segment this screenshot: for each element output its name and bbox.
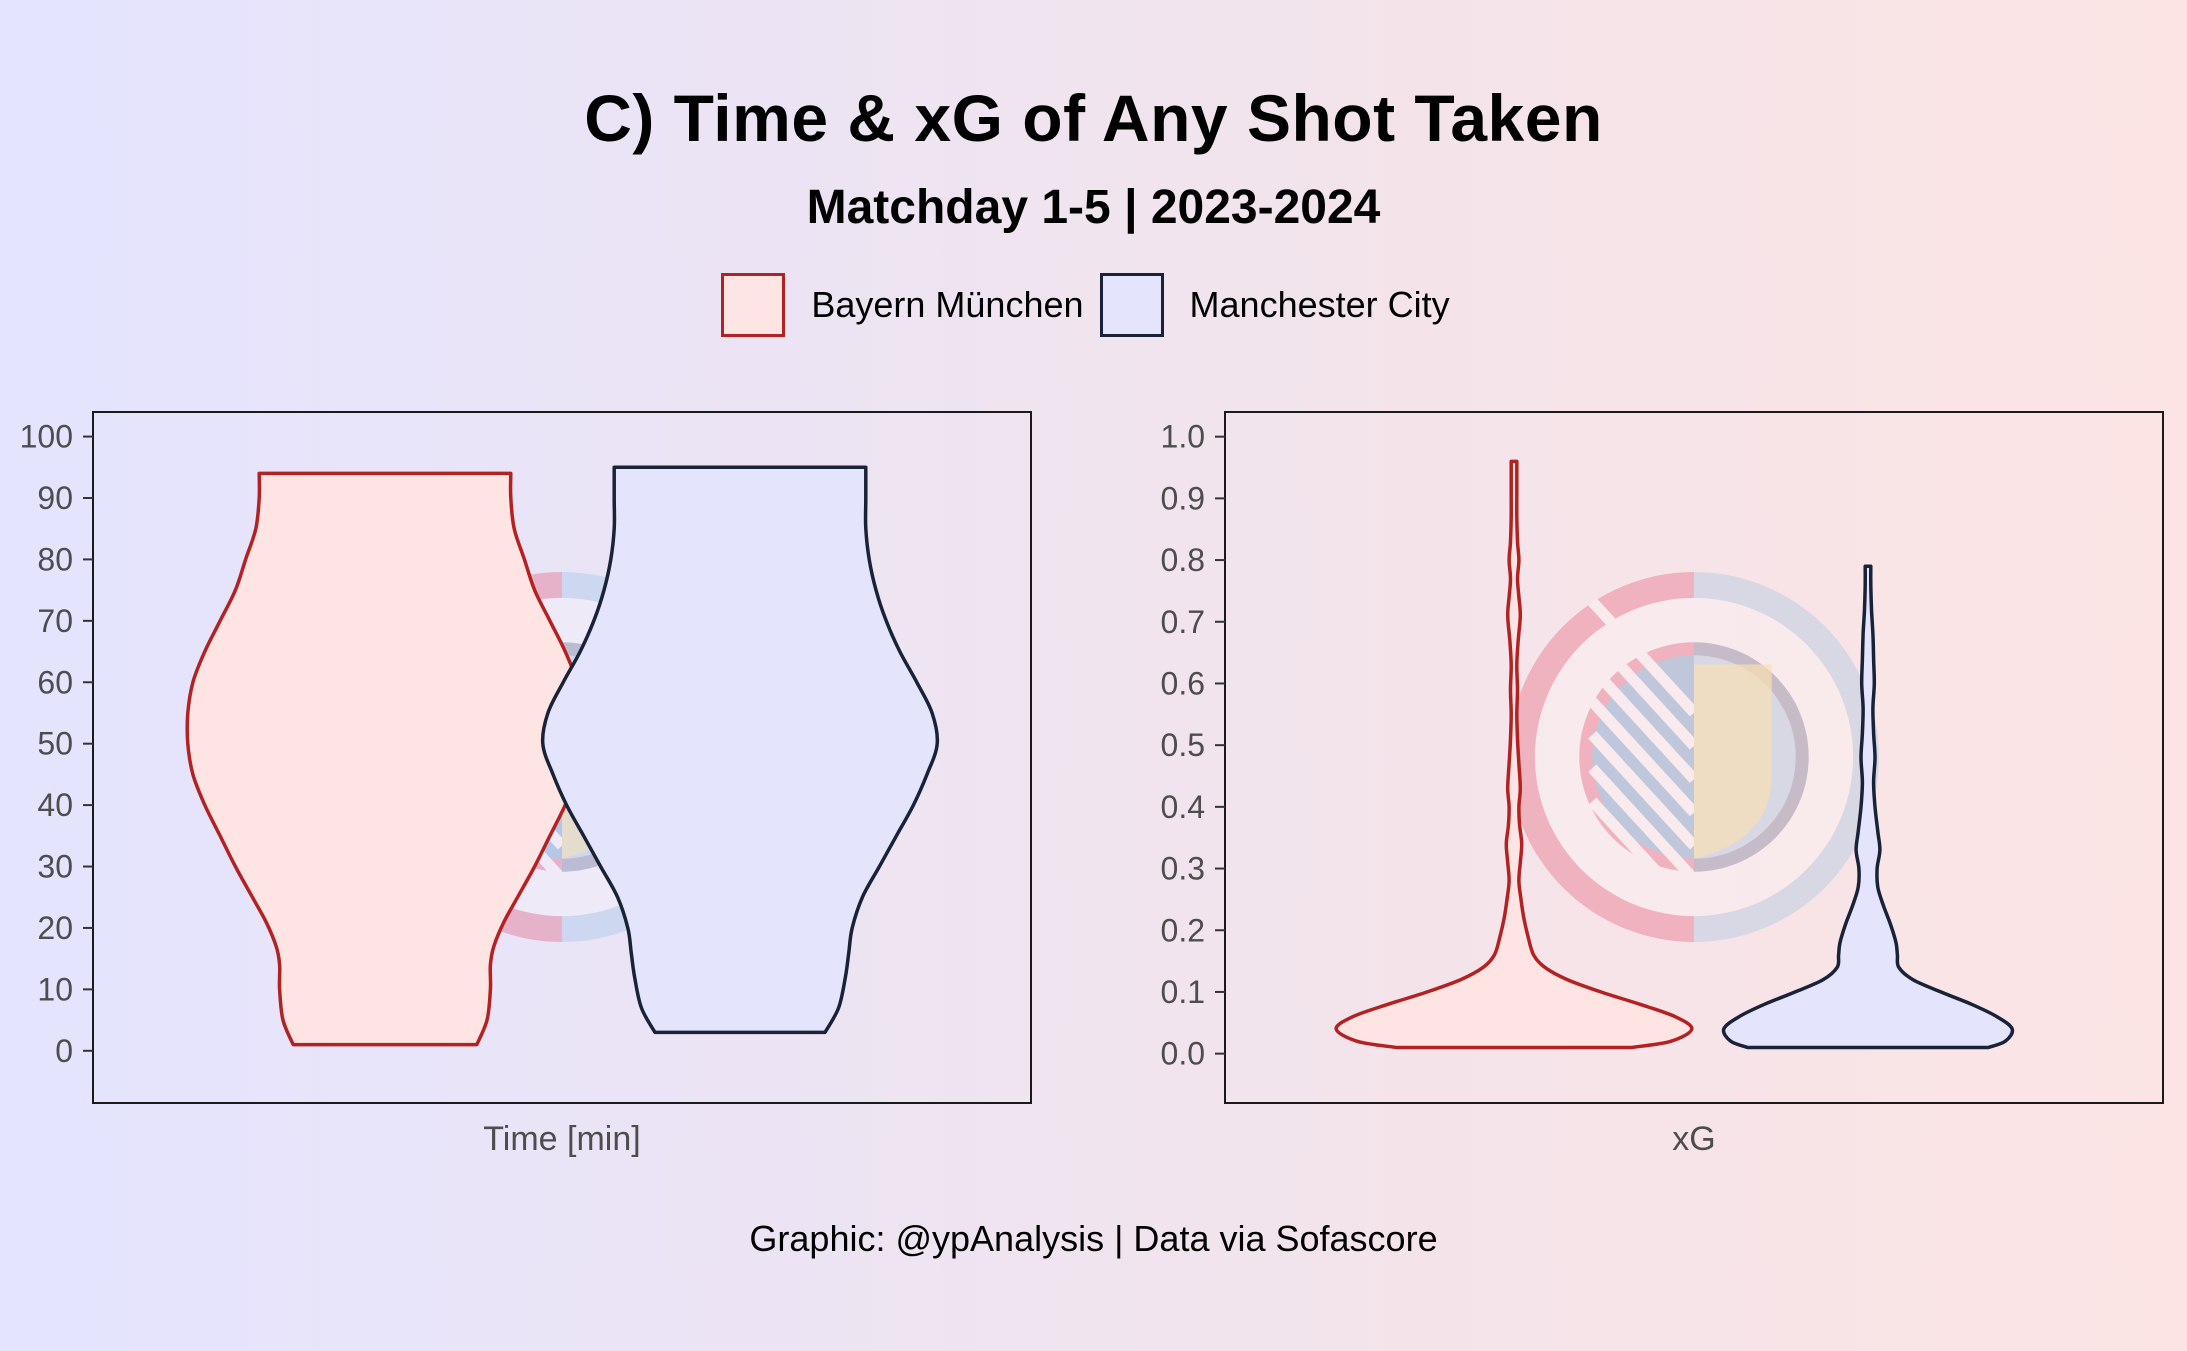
y-tick-label: 0.1 — [1161, 974, 1205, 1010]
y-tick-label: 60 — [37, 664, 73, 700]
y-tick-label: 0 — [55, 1033, 73, 1069]
legend: Bayern München Manchester City — [0, 272, 2187, 338]
panel-xg: 0.0 0.1 0.2 0.3 0.4 0.5 0.6 0.7 0.8 0.9 1.0 xG — [1161, 411, 2164, 1158]
chart-subtitle: Matchday 1-5 | 2023-2024 — [806, 181, 1381, 234]
y-tick-label: 0.6 — [1161, 665, 1205, 701]
city-logo-half — [1694, 572, 1879, 942]
violin-bayern — [185, 471, 585, 1047]
y-axis-xg: 0.0 0.1 0.2 0.3 0.4 0.5 0.6 0.7 0.8 0.9 1.0 — [1161, 419, 1225, 1072]
legend-label-city: Manchester City — [1189, 284, 1450, 325]
y-tick-label: 100 — [20, 419, 73, 455]
panel-frame-time — [92, 411, 1032, 1104]
legend-item-city: Manchester City — [1099, 273, 1466, 337]
violin-city — [1721, 564, 2015, 1050]
watermark-logo-1 — [1509, 572, 1879, 942]
legend-label-bayern: Bayern München — [811, 284, 1084, 325]
chart-title: C) Time & xG of Any Shot Taken — [584, 81, 1603, 155]
violins-time — [185, 465, 940, 1047]
legend-item-bayern: Bayern München — [721, 273, 1099, 337]
y-tick-label: 40 — [37, 787, 73, 823]
footer-credit: Graphic: @ypAnalysis | Data via Sofascor… — [749, 1218, 1438, 1259]
y-tick-label: 0.2 — [1161, 912, 1205, 948]
legend-swatch-bayern — [721, 273, 786, 337]
y-tick-label: 1.0 — [1161, 419, 1205, 455]
violin-bayern — [1334, 459, 1694, 1050]
y-tick-label: 0.8 — [1161, 542, 1205, 578]
y-tick-label: 0.7 — [1161, 604, 1205, 640]
panel-time: 0 10 20 30 40 50 60 70 80 90 100 Time [min] — [20, 411, 1032, 1158]
y-tick-label: 0.9 — [1161, 480, 1205, 516]
panel-frame-xg — [1224, 411, 2164, 1104]
y-tick-label: 0.0 — [1161, 1036, 1205, 1072]
bayern-logo-half — [1509, 572, 1694, 942]
y-axis-time: 0 10 20 30 40 50 60 70 80 90 100 — [20, 419, 93, 1069]
y-tick-label: 90 — [37, 480, 73, 516]
watermark-badge — [1509, 572, 1879, 942]
x-axis-title-time: Time [min] — [483, 1120, 640, 1158]
violin-city — [540, 465, 940, 1035]
x-axis-title-xg: xG — [1672, 1120, 1715, 1158]
violins-xg — [1334, 459, 2015, 1050]
y-tick-label: 10 — [37, 971, 73, 1007]
y-tick-label: 50 — [37, 726, 73, 762]
legend-swatch-city — [1099, 273, 1164, 337]
y-tick-label: 0.3 — [1161, 851, 1205, 887]
y-tick-label: 0.5 — [1161, 727, 1205, 763]
y-tick-label: 80 — [37, 541, 73, 577]
y-tick-label: 30 — [37, 849, 73, 885]
y-tick-label: 70 — [37, 603, 73, 639]
y-tick-label: 0.4 — [1161, 789, 1205, 825]
y-tick-label: 20 — [37, 910, 73, 946]
